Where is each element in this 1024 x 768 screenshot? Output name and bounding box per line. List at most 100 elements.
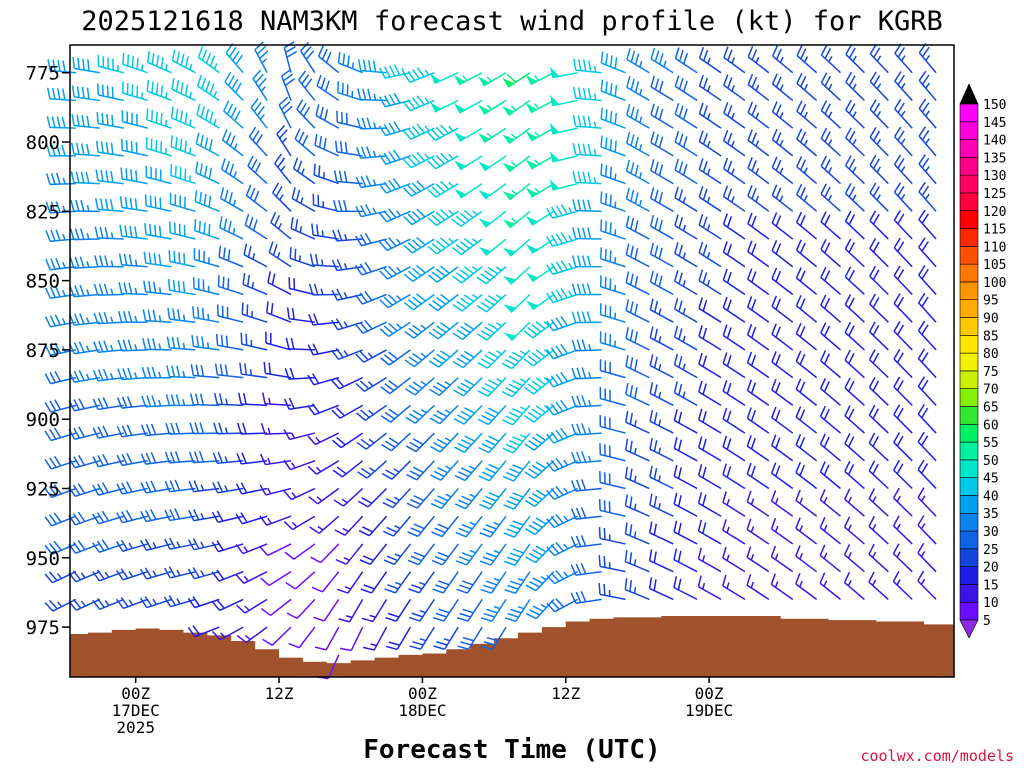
wind-barb: [525, 515, 555, 536]
wind-barb: [44, 570, 77, 584]
wind-barb: [68, 369, 100, 383]
wind-barb: [402, 123, 435, 140]
wind-barb: [457, 626, 483, 650]
wind-barb: [869, 182, 889, 212]
wind-barb: [844, 294, 865, 323]
wind-barb: [308, 487, 340, 505]
wind-barb: [215, 333, 244, 351]
wind-barb: [240, 332, 268, 351]
colorbar-label: 125: [983, 187, 1006, 202]
wind-barb: [893, 432, 913, 462]
x-tick-label: 18DEC: [398, 701, 446, 720]
wind-barb: [71, 85, 100, 102]
plot-frame: [69, 44, 955, 678]
wind-barb: [188, 480, 220, 493]
credit-text: coolwx.com/models: [860, 747, 1014, 765]
wind-barb: [427, 180, 459, 198]
wind-barb: [212, 451, 244, 465]
wind-barb: [845, 127, 865, 157]
wind-barb: [218, 245, 244, 268]
wind-barb: [259, 543, 292, 557]
colorbar-label: 85: [983, 329, 999, 344]
wind-barb: [477, 349, 507, 369]
wind-barb: [771, 212, 794, 240]
wind-barb: [286, 598, 316, 620]
wind-barb: [820, 266, 842, 296]
wind-barb: [795, 378, 818, 406]
wind-barb: [211, 598, 244, 612]
wind-barb: [571, 283, 602, 296]
wind-barb: [429, 404, 459, 425]
wind-barb: [379, 92, 411, 108]
wind-barb: [313, 598, 340, 622]
wind-barb: [599, 443, 626, 462]
colorbar-segment: [959, 495, 979, 514]
wind-barb: [244, 213, 268, 240]
wind-barb: [502, 432, 531, 454]
wind-barb: [92, 597, 125, 611]
wind-barb: [795, 517, 818, 545]
wind-barb: [310, 543, 340, 564]
wind-barb: [624, 578, 650, 601]
wind-barb: [236, 598, 268, 614]
wind-barb: [429, 432, 459, 453]
wind-barb: [145, 165, 172, 185]
y-tick-label: 850: [26, 271, 60, 293]
wind-barb: [456, 571, 483, 594]
y-tick-label: 950: [26, 548, 60, 570]
wind-barb: [452, 293, 483, 312]
wind-barb: [546, 287, 578, 304]
wind-barb: [44, 598, 77, 612]
wind-barb: [331, 404, 364, 419]
wind-barb: [194, 219, 220, 240]
wind-barb: [283, 429, 316, 441]
wind-barb: [68, 398, 101, 412]
wind-barb: [308, 313, 339, 326]
colorbar-segment: [959, 121, 979, 140]
wind-barb: [45, 229, 77, 243]
wind-barb: [480, 598, 507, 622]
wind-barb: [331, 376, 363, 390]
wind-barb: [698, 408, 722, 434]
colorbar-segment: [959, 174, 979, 194]
wind-barb: [626, 104, 650, 129]
wind-barb: [188, 450, 220, 464]
wind-barb: [819, 572, 841, 600]
wind-barb: [478, 99, 507, 115]
wind-barb: [844, 405, 865, 434]
colorbar-segment: [959, 406, 979, 425]
wind-barb: [546, 231, 578, 247]
wind-barb: [845, 99, 865, 129]
wind-barb: [379, 321, 411, 338]
wind-barb: [845, 71, 865, 101]
wind-barb: [337, 81, 363, 102]
wind-barb: [843, 544, 865, 573]
wind-barb: [476, 293, 507, 313]
wind-barb: [453, 377, 483, 397]
wind-barb: [868, 349, 889, 379]
wind-barb: [820, 44, 842, 74]
wind-barb: [747, 184, 770, 212]
wind-barb: [409, 626, 435, 650]
colorbar-label: 30: [983, 525, 999, 540]
wind-barb: [650, 47, 674, 74]
wind-barb: [300, 41, 316, 74]
wind-barb: [247, 155, 268, 185]
colorbar-segment: [959, 210, 979, 229]
wind-barb: [167, 278, 196, 296]
wind-barb: [140, 480, 172, 494]
colorbar-label: 100: [983, 276, 1006, 291]
wind-barb: [869, 154, 889, 185]
wind-barb: [379, 64, 411, 79]
wind-barb: [283, 487, 316, 501]
wind-barb: [503, 321, 531, 342]
wind-barb: [266, 301, 292, 323]
wind-barb: [698, 158, 722, 185]
wind-barb: [118, 282, 148, 296]
wind-barb: [650, 131, 674, 157]
wind-barb: [722, 407, 746, 434]
x-axis-label: Forecast Time (UTC): [363, 735, 660, 765]
wind-barb: [224, 71, 244, 101]
wind-barb: [241, 302, 268, 323]
wind-barb: [195, 132, 220, 157]
